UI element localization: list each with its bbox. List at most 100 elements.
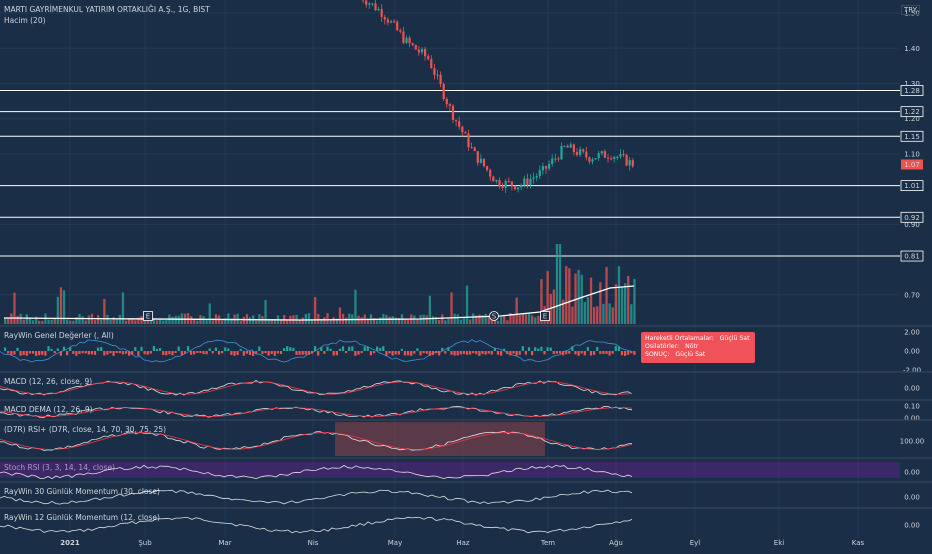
event-marker-label: S [492, 313, 497, 321]
price-axis-tick: 1.40 [904, 45, 920, 53]
level-label: 0.92 [904, 214, 920, 222]
level-label-box [900, 85, 924, 96]
histogram-bar [230, 351, 233, 355]
volume-bar [59, 287, 63, 324]
candle-body [455, 119, 458, 122]
volume-bar [376, 320, 379, 324]
volume-bar [236, 313, 239, 324]
volume-bar [205, 320, 208, 324]
candle-body [529, 179, 532, 185]
histogram-bar [633, 351, 636, 355]
histogram-bar [56, 348, 59, 351]
pane-tick: 0.00 [904, 469, 920, 477]
volume-bar [196, 320, 199, 324]
candle-body [368, 3, 371, 5]
candle-body [622, 154, 625, 156]
histogram-bar [447, 347, 450, 351]
histogram-bar [233, 351, 236, 356]
histogram-bar [512, 351, 515, 354]
volume-bar [512, 314, 515, 324]
histogram-bar [410, 351, 413, 356]
pane-title: MACD DEMA (12, 26, 9) [4, 405, 93, 414]
histogram-bar [419, 351, 422, 356]
histogram-bar [183, 351, 186, 354]
signal-line [0, 381, 633, 395]
volume-bar [134, 320, 137, 324]
volume-bar [527, 313, 531, 324]
histogram-bar [242, 351, 245, 356]
volume-bar [425, 315, 428, 324]
volume-bar [546, 271, 549, 324]
volume-bar [608, 303, 611, 324]
histogram-bar [509, 351, 512, 356]
histogram-bar [372, 351, 376, 354]
histogram-bar [589, 351, 593, 356]
candle-body [498, 180, 501, 187]
price-axis-tick: 1.30 [904, 80, 920, 88]
histogram-bar [47, 346, 50, 351]
volume-bar [360, 317, 363, 324]
candle-body [548, 163, 551, 169]
histogram-bar [159, 348, 162, 351]
candle-body [588, 157, 591, 162]
histogram-bar [121, 351, 124, 355]
candle-body [386, 19, 389, 23]
histogram-bar [69, 347, 72, 351]
histogram-bar [140, 346, 143, 351]
volume-bar [329, 319, 332, 324]
volume-bar [335, 318, 338, 324]
histogram-bar [304, 351, 307, 355]
indicator-line [0, 464, 633, 480]
volume-bars [3, 244, 636, 324]
candle-body [393, 21, 396, 23]
volume-bar [273, 319, 276, 324]
candle-body [619, 154, 622, 157]
histogram-bar [137, 351, 140, 356]
candle-body [610, 158, 613, 160]
volume-indicator-label[interactable]: Hacim (20) [4, 16, 46, 25]
volume-bar [97, 315, 100, 324]
volume-bar [599, 282, 602, 324]
candle-body [365, 0, 368, 5]
histogram-bar [506, 351, 509, 354]
time-axis-label: May [388, 539, 402, 547]
volume-bar [38, 320, 41, 324]
volume-bar [307, 313, 311, 324]
volume-bar [534, 317, 537, 324]
volume-bar [413, 315, 416, 324]
histogram-bar [546, 347, 549, 351]
candle-body [507, 180, 510, 182]
level-label: 1.15 [904, 133, 920, 141]
price-axis[interactable]: 1.50 1.40 1.30 1.20 1.10 0.90 0.70 1.07 [901, 10, 923, 300]
candle-body [575, 151, 579, 156]
level-label-box [900, 180, 924, 192]
histogram-bar [441, 347, 444, 351]
tooltip-result-row: SONUÇ: Güçlü Sat [645, 351, 751, 359]
histogram-bar [493, 348, 496, 351]
histogram-bar [131, 351, 134, 355]
volume-bar [326, 313, 329, 324]
candle-body [572, 144, 575, 152]
histogram-bar [283, 348, 286, 351]
symbol-title[interactable]: MARTI GAYRİMENKUL YATIRIM ORTAKLIĞI A.Ş.… [4, 5, 210, 14]
volume-bar [317, 313, 320, 324]
histogram-bar [25, 351, 28, 356]
histogram-bar [391, 351, 394, 356]
volume-bar [301, 317, 304, 324]
pane-title: RayWin Genel Değerler (, All) [4, 331, 114, 340]
histogram-bar [521, 346, 524, 351]
time-axis[interactable]: 2021 Şub Mar Nis May Haz Tem Ağu Eyl Eki Kas [60, 539, 864, 547]
price-axis-tick: 1.50 [904, 10, 920, 18]
candle-body [551, 158, 554, 164]
tooltip-result-value: Güçlü Sat [675, 351, 706, 358]
level-label: 1.28 [904, 87, 920, 95]
histogram-bar [481, 351, 484, 355]
histogram-bar [4, 347, 7, 351]
histogram-bar [577, 351, 580, 356]
volume-bar [484, 313, 487, 324]
volume-bar [518, 315, 521, 324]
volume-bar [531, 315, 534, 324]
